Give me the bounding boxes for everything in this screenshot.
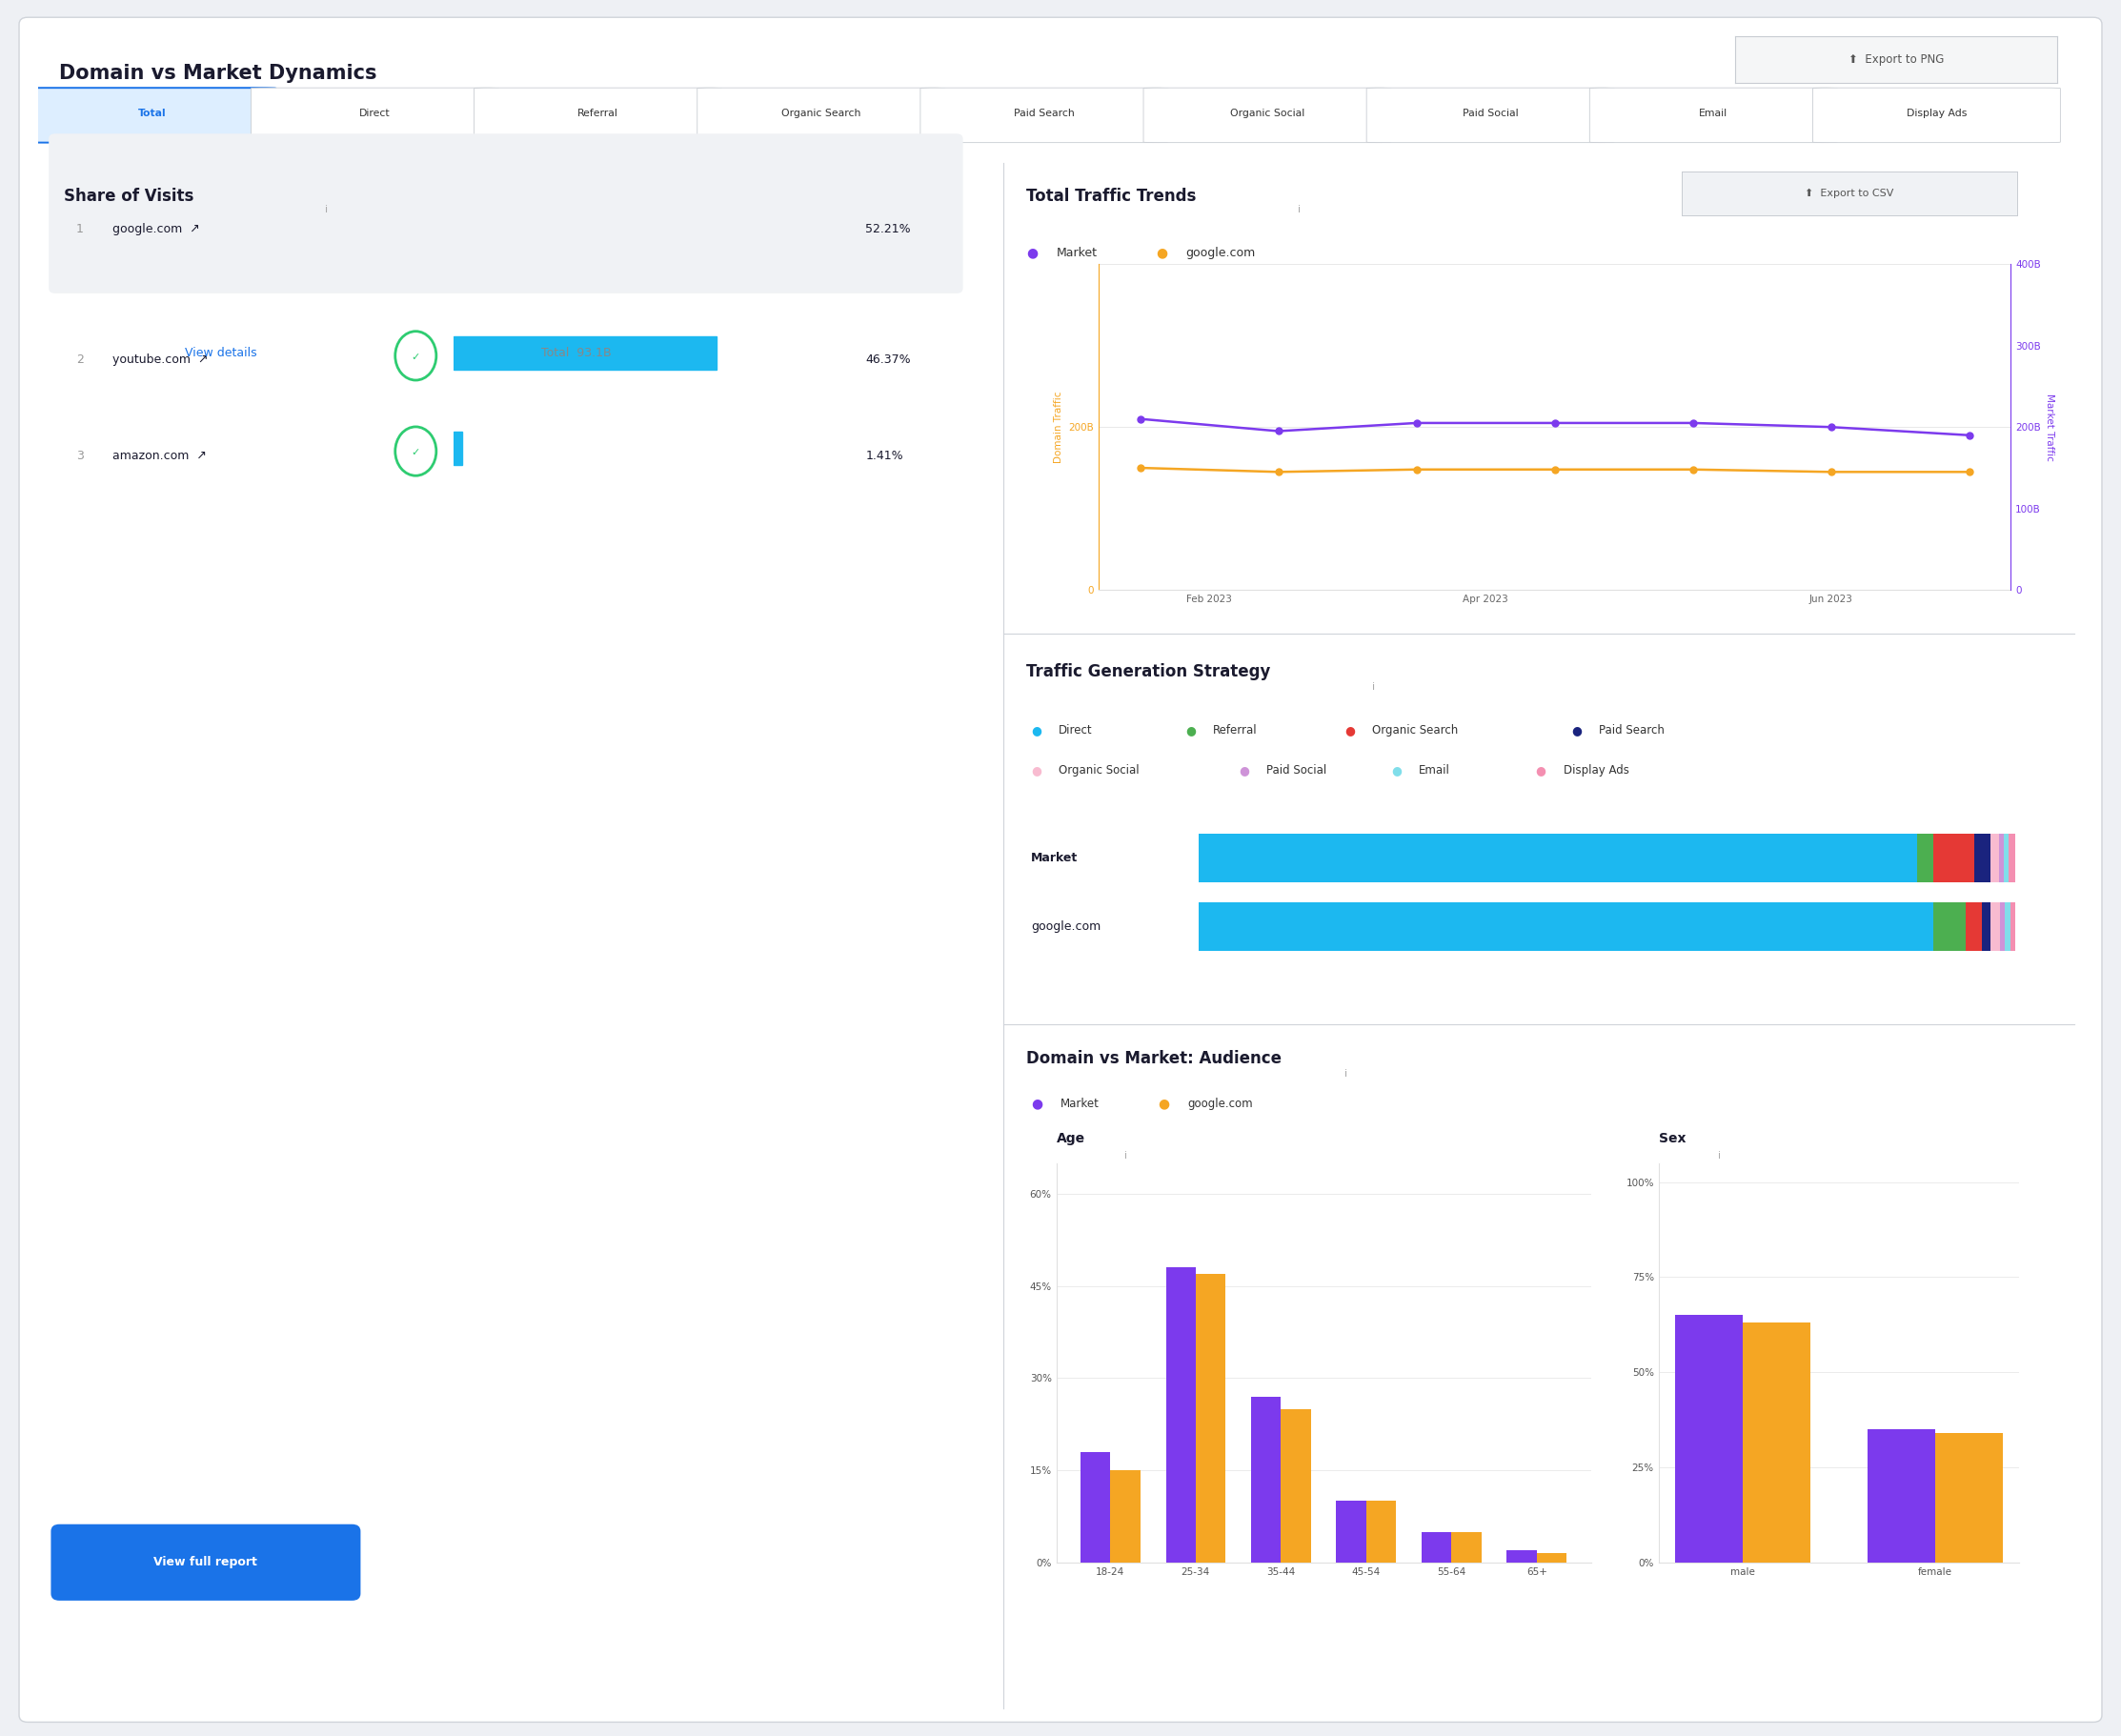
Bar (1281, 1410, 1311, 1562)
FancyBboxPatch shape (1813, 89, 2059, 142)
Text: ●: ● (1031, 1097, 1041, 1111)
Text: Paid Search: Paid Search (1014, 109, 1075, 118)
Text: Referral: Referral (1213, 724, 1258, 736)
Bar (454, 208, 749, 243)
Text: Domain vs Market: Audience: Domain vs Market: Audience (1027, 1050, 1281, 1068)
Text: Sex: Sex (1659, 1132, 1686, 1146)
Text: google.com: google.com (1188, 1097, 1254, 1109)
Text: ✓: ✓ (411, 448, 420, 457)
FancyBboxPatch shape (28, 89, 276, 142)
Text: 3: 3 (76, 450, 85, 462)
Text: Direct: Direct (358, 109, 390, 118)
Text: 1: 1 (76, 222, 85, 234)
Text: ●: ● (1186, 724, 1196, 736)
Bar (1080, 1451, 1111, 1562)
Bar (1869, 1429, 1934, 1562)
FancyBboxPatch shape (250, 89, 498, 142)
Text: ●: ● (1158, 1097, 1169, 1111)
Text: ✓: ✓ (411, 229, 420, 240)
Text: Total Traffic Trends: Total Traffic Trends (1027, 187, 1196, 205)
Text: Display Ads: Display Ads (1907, 109, 1966, 118)
Text: ⬆  Export to CSV: ⬆ Export to CSV (732, 189, 821, 198)
Bar (1366, 1502, 1396, 1562)
Bar (454, 432, 462, 465)
Text: Paid Search: Paid Search (1599, 724, 1665, 736)
Bar (1336, 1502, 1366, 1562)
Text: Referral: Referral (577, 109, 619, 118)
Text: Email: Email (1419, 764, 1451, 776)
Text: ●: ● (1536, 764, 1546, 776)
Text: 2: 2 (76, 354, 85, 366)
Text: i: i (1298, 205, 1300, 214)
Text: ●: ● (1572, 724, 1582, 736)
Text: Total: Total (138, 109, 165, 118)
FancyBboxPatch shape (1366, 89, 1614, 142)
FancyBboxPatch shape (1143, 89, 1391, 142)
Text: ●: ● (1031, 764, 1041, 776)
Text: google.com  ↗: google.com ↗ (112, 222, 199, 234)
Text: 46.37%: 46.37% (865, 354, 910, 366)
Text: ●: ● (1391, 764, 1402, 776)
Text: Organic Social: Organic Social (1058, 764, 1139, 776)
Text: Organic Search: Organic Search (781, 109, 861, 118)
Text: Market: Market (1031, 851, 1077, 865)
Text: Direct: Direct (1058, 724, 1092, 736)
Bar (1934, 1434, 2002, 1562)
Text: Total  93.1B: Total 93.1B (541, 347, 611, 359)
Text: i: i (1372, 682, 1374, 691)
Text: ●: ● (1031, 724, 1041, 736)
Bar (1743, 1323, 1809, 1562)
Text: google.com: google.com (1031, 920, 1101, 934)
Bar (1536, 1554, 1567, 1562)
Text: Display Ads: Display Ads (1563, 764, 1629, 776)
Text: youtube.com  ↗: youtube.com ↗ (112, 354, 208, 366)
Text: i: i (1718, 1151, 1720, 1160)
Text: ✓: ✓ (411, 352, 420, 361)
Bar (1451, 1531, 1480, 1562)
Text: ●: ● (1027, 247, 1037, 260)
FancyBboxPatch shape (1589, 89, 1837, 142)
Text: Email: Email (1699, 109, 1729, 118)
Bar (1676, 1316, 1743, 1562)
Bar (1506, 1550, 1536, 1562)
Text: amazon.com  ↗: amazon.com ↗ (112, 450, 206, 462)
FancyBboxPatch shape (921, 89, 1169, 142)
Text: ⬆  Export to PNG: ⬆ Export to PNG (1847, 54, 1945, 66)
Text: Organic Search: Organic Search (1372, 724, 1459, 736)
Y-axis label: Domain Traffic: Domain Traffic (1054, 391, 1063, 464)
Text: google.com: google.com (1186, 247, 1256, 259)
Bar (454, 337, 717, 370)
Text: 1.41%: 1.41% (865, 450, 904, 462)
Text: i: i (1345, 1069, 1347, 1078)
Bar (1196, 1274, 1226, 1562)
Text: View full report: View full report (155, 1555, 257, 1569)
FancyBboxPatch shape (475, 89, 721, 142)
Bar (1167, 1267, 1196, 1562)
Text: ⬆  Export to CSV: ⬆ Export to CSV (1805, 189, 1894, 198)
Bar (1421, 1531, 1451, 1562)
Text: Paid Social: Paid Social (1461, 109, 1519, 118)
Text: ●: ● (1156, 247, 1167, 260)
Text: i: i (1124, 1151, 1126, 1160)
Text: ●: ● (1239, 764, 1249, 776)
Text: View details: View details (185, 347, 257, 359)
Text: Market: Market (1056, 247, 1097, 259)
Text: ●: ● (1345, 724, 1355, 736)
Bar (1251, 1396, 1281, 1562)
Text: i: i (325, 205, 327, 214)
Text: Traffic Generation Strategy: Traffic Generation Strategy (1027, 663, 1270, 681)
Text: Organic Social: Organic Social (1230, 109, 1304, 118)
Text: 52.21%: 52.21% (865, 222, 910, 234)
Text: Age: Age (1056, 1132, 1086, 1146)
Text: Domain vs Market Dynamics: Domain vs Market Dynamics (59, 64, 378, 83)
FancyBboxPatch shape (698, 89, 944, 142)
Text: Share of Visits: Share of Visits (64, 187, 193, 205)
Text: Paid Social: Paid Social (1266, 764, 1326, 776)
Y-axis label: Market Traffic: Market Traffic (2045, 394, 2053, 460)
Bar (1111, 1470, 1141, 1562)
Text: Market: Market (1060, 1097, 1099, 1109)
